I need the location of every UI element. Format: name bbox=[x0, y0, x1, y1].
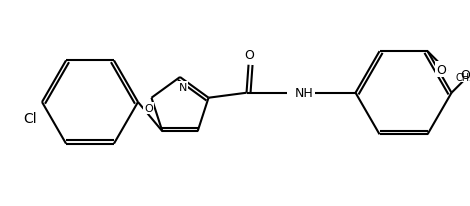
Text: O: O bbox=[461, 69, 470, 82]
Text: N: N bbox=[179, 83, 187, 92]
Text: NH: NH bbox=[295, 87, 313, 100]
Text: O: O bbox=[144, 103, 153, 113]
Text: O: O bbox=[437, 63, 446, 76]
Text: O: O bbox=[244, 49, 254, 62]
Text: Cl: Cl bbox=[23, 111, 37, 125]
Text: CH₃: CH₃ bbox=[455, 73, 470, 83]
